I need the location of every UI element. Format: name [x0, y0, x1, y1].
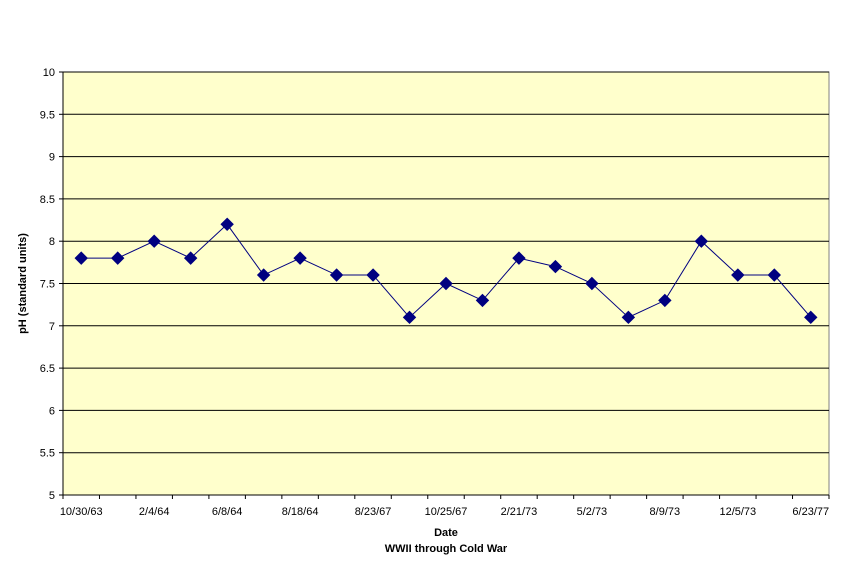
y-tick-label: 6.5 [40, 363, 55, 375]
y-tick-label: 5.5 [40, 448, 55, 460]
data-point [366, 268, 380, 282]
data-point [694, 234, 709, 248]
y-tick-label: 7 [49, 321, 55, 333]
data-point [512, 251, 526, 265]
data-point [731, 268, 745, 282]
y-tick-label: 8 [49, 236, 55, 248]
y-tick-label: 9 [49, 152, 55, 164]
x-tick-label: 8/9/73 [650, 506, 681, 518]
y-axis-title: pH (standard units) [17, 233, 29, 334]
data-point [329, 268, 344, 282]
data-point [658, 293, 672, 308]
y-tick-label: 6 [49, 405, 55, 417]
data-point [256, 268, 271, 282]
data-point [767, 268, 781, 282]
data-point [585, 276, 599, 291]
data-point [183, 251, 198, 265]
data-point [293, 251, 307, 265]
y-tick-label: 9.5 [40, 109, 55, 121]
data-point [439, 276, 453, 291]
y-tick-label: 7.5 [40, 279, 55, 291]
data-point [548, 259, 563, 274]
data-point [74, 251, 88, 265]
x-tick-label: 2/21/73 [501, 506, 538, 518]
data-point [475, 293, 490, 308]
y-tick-label: 10 [43, 67, 55, 79]
x-tick-label: 10/25/67 [425, 506, 468, 518]
y-tick-label: 8.5 [40, 194, 55, 206]
data-point [621, 310, 636, 325]
x-tick-label: 6/23/77 [792, 506, 829, 518]
x-tick-labels: 10/30/63 2/4/64 6/8/64 8/18/64 8/23/67 10/25/… [60, 495, 830, 518]
y-tick-label: 5 [49, 490, 55, 502]
data-point [111, 251, 125, 265]
data-point [804, 310, 818, 325]
x-tick-label: 5/2/73 [577, 506, 608, 518]
x-tick-label: 6/8/64 [212, 506, 243, 518]
series-ph [74, 217, 818, 325]
x-axis-subtitle: WWII through Cold War [385, 543, 508, 555]
x-axis-title: Date [434, 527, 458, 539]
data-point [402, 310, 417, 325]
data-point [220, 217, 234, 231]
x-tick-label: 8/23/67 [355, 506, 392, 518]
y-tick-labels: 5 5.5 6 6.5 7 7.5 8 8.5 9 9.5 10 [40, 67, 63, 502]
data-point [147, 234, 161, 248]
x-tick-label: 12/5/73 [719, 506, 756, 518]
x-tick-label: 2/4/64 [139, 506, 170, 518]
x-tick-label: 8/18/64 [282, 506, 319, 518]
x-tick-label: 10/30/63 [60, 506, 103, 518]
